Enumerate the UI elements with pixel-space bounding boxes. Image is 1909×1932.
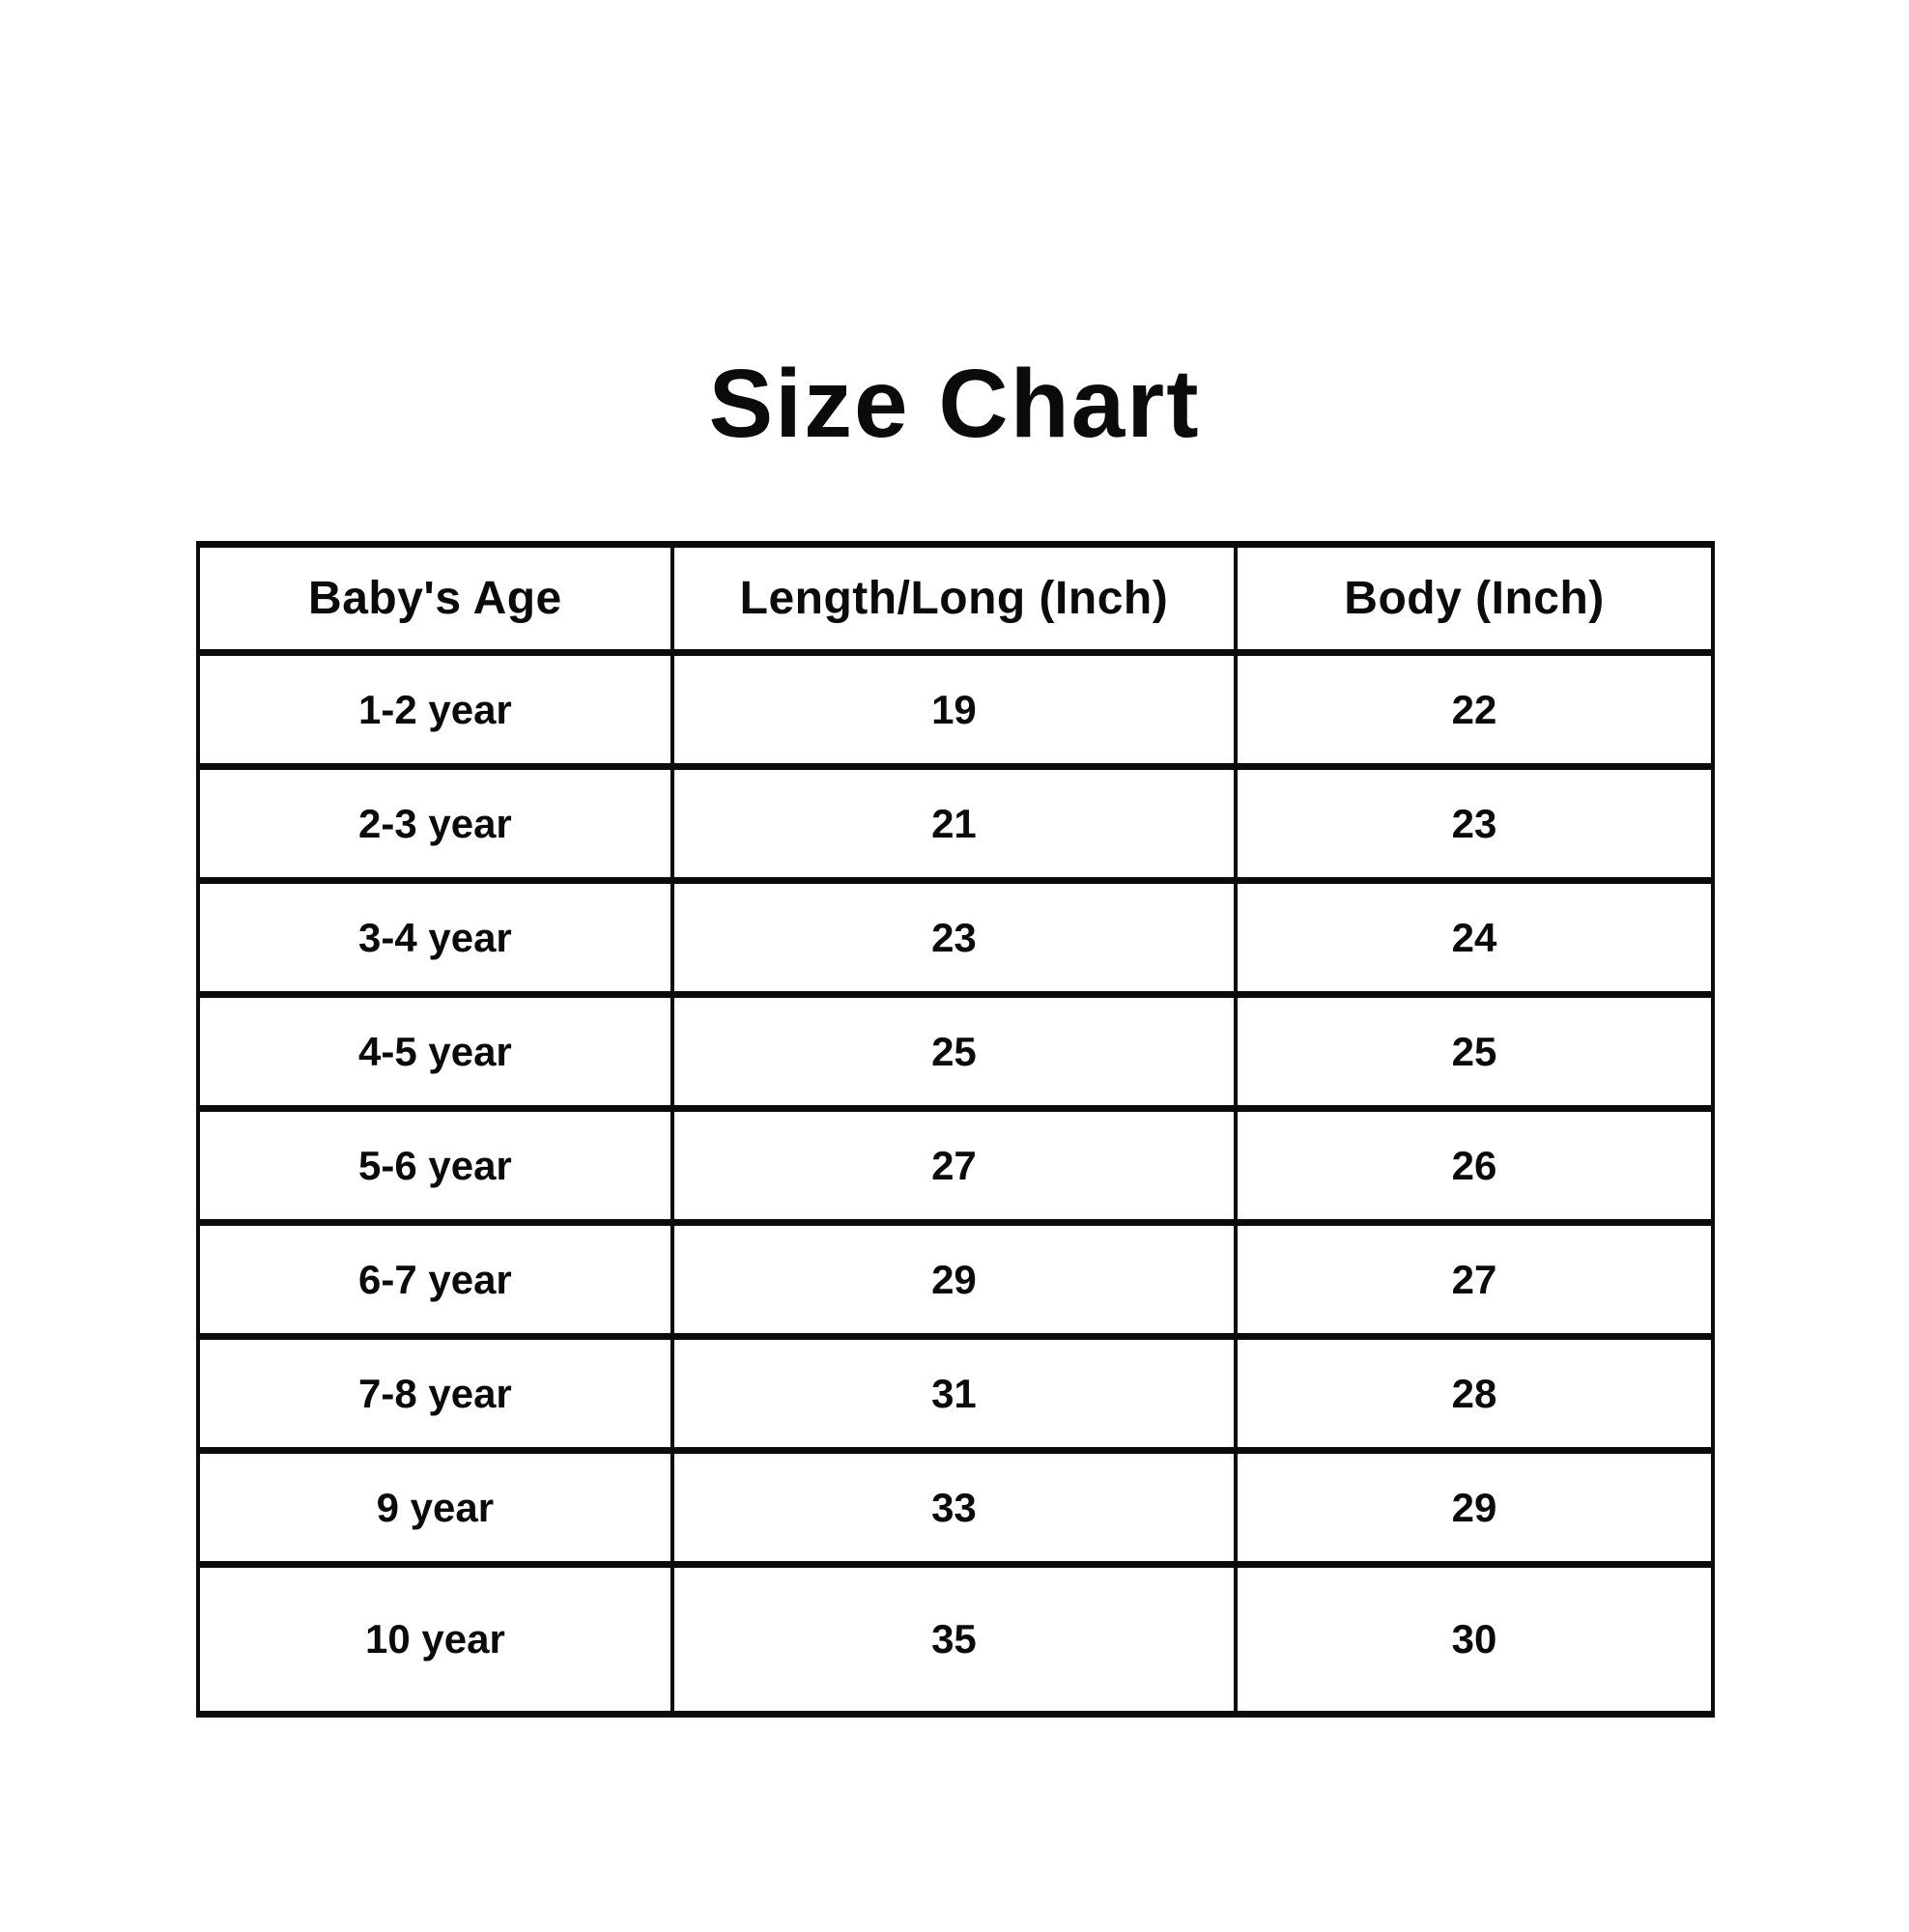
table-row: 5-6 year 27 26: [196, 1105, 1715, 1226]
length-cell: 25: [670, 991, 1239, 1112]
page-title: Size Chart: [708, 350, 1201, 458]
age-cell: 5-6 year: [196, 1105, 674, 1226]
body-cell: 26: [1234, 1105, 1715, 1226]
table-row: 7-8 year 31 28: [196, 1333, 1715, 1454]
body-cell: 27: [1234, 1219, 1715, 1340]
table-row: 9 year 33 29: [196, 1447, 1715, 1568]
age-cell: 9 year: [196, 1447, 674, 1568]
body-cell: 25: [1234, 991, 1715, 1112]
age-cell: 7-8 year: [196, 1333, 674, 1454]
body-cell: 29: [1234, 1447, 1715, 1568]
length-cell: 35: [670, 1561, 1239, 1718]
age-cell: 2-3 year: [196, 763, 674, 884]
age-cell: 6-7 year: [196, 1219, 674, 1340]
table-row: 1-2 year 19 22: [196, 649, 1715, 770]
body-cell: 28: [1234, 1333, 1715, 1454]
length-cell: 19: [670, 649, 1239, 770]
length-cell: 27: [670, 1105, 1239, 1226]
header-cell-body-inch: Body (Inch): [1234, 541, 1715, 656]
length-cell: 29: [670, 1219, 1239, 1340]
body-cell: 30: [1234, 1561, 1715, 1718]
body-cell: 22: [1234, 649, 1715, 770]
header-cell-length-long-inch: Length/Long (Inch): [670, 541, 1239, 656]
age-cell: 3-4 year: [196, 877, 674, 998]
length-cell: 23: [670, 877, 1239, 998]
table-row: 3-4 year 23 24: [196, 877, 1715, 998]
body-cell: 24: [1234, 877, 1715, 998]
header-cell-babys-age: Baby's Age: [196, 541, 674, 656]
table-row: 4-5 year 25 25: [196, 991, 1715, 1112]
table-header-row: Baby's Age Length/Long (Inch) Body (Inch…: [196, 541, 1715, 656]
length-cell: 33: [670, 1447, 1239, 1568]
size-chart-table: Baby's Age Length/Long (Inch) Body (Inch…: [196, 541, 1715, 1718]
age-cell: 4-5 year: [196, 991, 674, 1112]
table-row: 2-3 year 21 23: [196, 763, 1715, 884]
body-cell: 23: [1234, 763, 1715, 884]
age-cell: 10 year: [196, 1561, 674, 1718]
length-cell: 31: [670, 1333, 1239, 1454]
table-row: 6-7 year 29 27: [196, 1219, 1715, 1340]
length-cell: 21: [670, 763, 1239, 884]
table-row: 10 year 35 30: [196, 1561, 1715, 1718]
age-cell: 1-2 year: [196, 649, 674, 770]
